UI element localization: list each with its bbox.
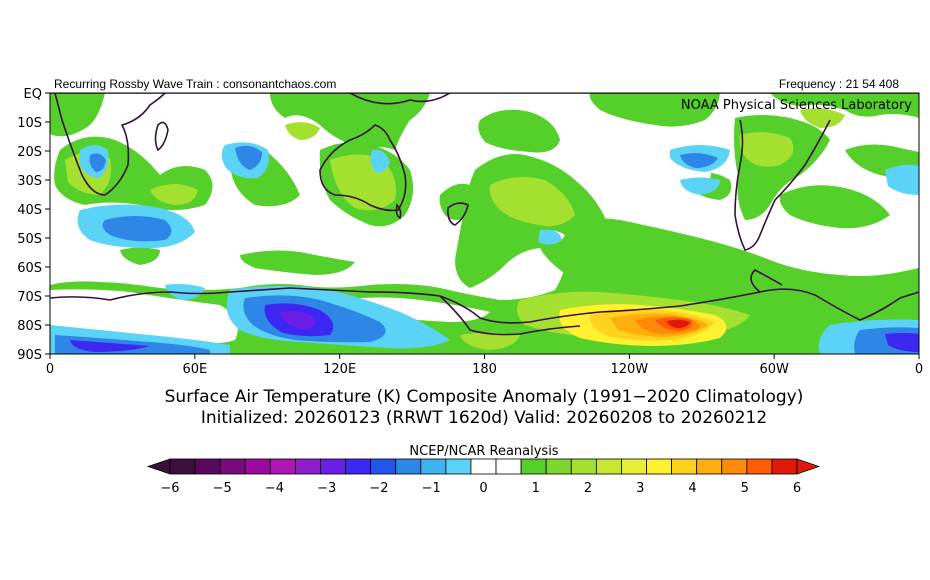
cold-anomaly-layer-3	[70, 303, 919, 352]
x-tick-label: 180	[472, 362, 497, 377]
colorbar-label: 3	[636, 481, 644, 496]
colorbar-swatch	[445, 458, 472, 475]
ross-sea-coast	[439, 295, 581, 336]
y-tick-label: 50S	[17, 232, 42, 247]
warm-anomaly-layer-3	[559, 304, 727, 346]
x-axis: 0 60E 120E 180 120W 60W 0	[46, 354, 923, 377]
y-tick-label: 90S	[17, 348, 42, 363]
antarctica-coast	[50, 287, 919, 324]
tasmania-coast	[395, 203, 402, 220]
colorbar-swatch	[545, 458, 572, 475]
colorbar-swatch	[269, 458, 296, 475]
y-tick-label: 30S	[17, 174, 42, 189]
cold-anomaly-layer-4	[280, 310, 316, 330]
y-tick-label: 10S	[17, 116, 42, 131]
noaa-lab-label: NOAA Physical Sciences Laboratory	[681, 98, 912, 113]
data-source-label: NCEP/NCAR Reanalysis	[409, 444, 558, 459]
colorbar-label: −5	[213, 481, 232, 496]
x-tick-label: 60E	[182, 362, 207, 377]
colorbar-swatch	[621, 458, 647, 475]
colorbar-swatch	[646, 458, 673, 475]
y-tick-label: 60S	[17, 261, 42, 276]
colorbar-swatch	[294, 458, 321, 475]
colorbar-swatch	[721, 458, 748, 475]
header-frequency-text: Frequency : 21 54 408	[779, 77, 899, 91]
coastlines	[50, 93, 919, 336]
colorbar-label: −1	[422, 481, 441, 496]
colorbar-label: −2	[369, 481, 388, 496]
colorbar-swatch	[395, 458, 422, 475]
anomaly-map	[50, 93, 919, 354]
colorbar-min-arrow	[146, 458, 171, 475]
x-tick-label: 0	[46, 362, 54, 377]
antarctic-peninsula-coast	[750, 269, 783, 293]
x-tick-label: 0	[915, 362, 923, 377]
colorbar-swatch	[244, 458, 271, 475]
y-tick-label: 20S	[17, 145, 42, 160]
colorbar-swatch	[570, 458, 597, 475]
y-tick-label: 40S	[17, 203, 42, 218]
colorbar-swatch	[169, 458, 196, 475]
colorbar-label: 1	[532, 481, 540, 496]
colorbar-swatch	[771, 458, 798, 475]
colorbar-swatch	[370, 458, 397, 475]
colorbar-swatch	[194, 458, 221, 475]
y-tick-label: 70S	[17, 290, 42, 305]
x-tick-label: 120W	[610, 362, 648, 377]
colorbar-label: 6	[793, 481, 801, 496]
colorbar-swatch	[671, 458, 698, 475]
colorbar: −6 −5 −4 −3 −2 −1 0 1 2 3 4 5 6	[146, 458, 821, 496]
chart-subtitle: Initialized: 20260123 (RRWT 1620d) Valid…	[201, 408, 767, 428]
x-tick-label: 60W	[759, 362, 789, 377]
colorbar-label: 4	[688, 481, 696, 496]
africa-coast	[54, 93, 166, 196]
colorbar-max-arrow	[796, 458, 821, 475]
chart-title: Surface Air Temperature (K) Composite An…	[165, 387, 804, 407]
colorbar-swatch	[345, 458, 372, 475]
header-source-text: Recurring Rossby Wave Train : consonantc…	[54, 77, 336, 91]
colorbar-label: −4	[265, 481, 284, 496]
colorbar-swatch	[520, 458, 547, 475]
new-zealand-coast	[447, 202, 469, 226]
y-tick-label: 80S	[17, 319, 42, 334]
colorbar-swatch	[470, 458, 497, 475]
madagascar-coast	[154, 121, 169, 152]
colorbar-swatch	[595, 458, 622, 475]
y-tick-label: EQ	[24, 87, 42, 102]
x-tick-label: 120E	[323, 362, 356, 377]
colorbar-label: 0	[479, 481, 487, 496]
colorbar-swatch	[495, 458, 522, 475]
y-axis: EQ 10S 20S 30S 40S 50S 60S 70S 80S 90S	[17, 87, 50, 363]
colorbar-swatch	[696, 458, 723, 475]
colorbar-label: 5	[741, 481, 749, 496]
south-america-coast	[734, 119, 831, 251]
colorbar-swatch	[320, 458, 346, 475]
colorbar-swatch	[420, 458, 447, 475]
colorbar-swatch	[746, 458, 773, 475]
colorbar-label: −6	[160, 481, 179, 496]
colorbar-swatch	[219, 458, 246, 475]
colorbar-label: −3	[317, 481, 336, 496]
maritime-continent-coast	[349, 93, 451, 105]
australia-coast	[319, 124, 407, 212]
colorbar-label: 2	[584, 481, 592, 496]
